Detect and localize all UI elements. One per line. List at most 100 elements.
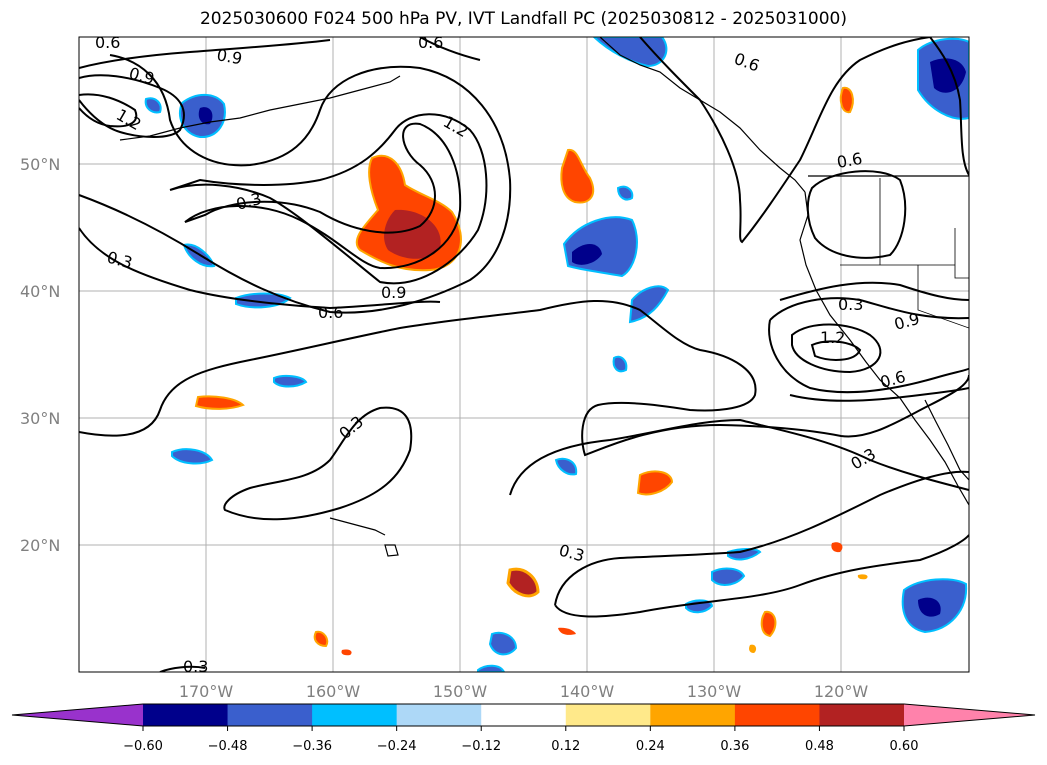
contour-0.6-ak: [639, 37, 931, 244]
negative-anomaly-region: [616, 185, 634, 201]
contour-label: 0.9: [381, 283, 406, 302]
alaska-coast: [599, 37, 806, 193]
negative-anomaly-core: [198, 107, 213, 125]
contour-0.3-bottom-left: [159, 665, 206, 672]
positive-anomaly-region: [857, 574, 868, 580]
negative-anomaly-region: [144, 97, 162, 114]
contour-0.3-southeast: [554, 470, 969, 618]
colorbar-tick-label: 0.36: [720, 739, 749, 754]
longitude-labels: 170°W 160°W 150°W 140°W 130°W 120°W: [179, 682, 869, 701]
contour-0.3-south: [509, 418, 969, 496]
colorbar-tick-label: −0.36: [292, 739, 332, 754]
contour-1.2-east: [791, 323, 882, 374]
map-frame: [78, 36, 970, 673]
contour-0.6-east: [779, 281, 969, 402]
negative-anomaly-region: [488, 631, 518, 656]
negative-anomaly-region: [612, 355, 628, 373]
positive-anomaly-region: [341, 649, 352, 656]
colorbar-segment: [312, 704, 398, 726]
colorbar-segment: [819, 704, 905, 726]
contour-0.3-ak-east: [929, 37, 969, 176]
lon-label: 130°W: [687, 682, 742, 701]
contour-0.3-main: [79, 299, 969, 457]
positive-anomaly-region: [506, 567, 540, 598]
positive-anomaly-region: [831, 542, 843, 553]
contour-0.9-east: [768, 297, 969, 394]
lon-label: 170°W: [179, 682, 234, 701]
positive-anomaly-region: [313, 630, 329, 648]
negative-anomaly-core: [572, 243, 602, 265]
contour-0.3-north: [79, 227, 441, 310]
hawaii: [329, 517, 386, 536]
shaded-anomalies: [144, 37, 969, 672]
contour-label: 0.6: [835, 149, 863, 172]
pv-contours: [79, 37, 969, 672]
contour-1.2-east-core: [810, 340, 862, 361]
latitude-labels: 50°N 40°N 30°N 20°N: [20, 155, 60, 555]
lat-label: 40°N: [20, 282, 60, 301]
positive-anomaly-region: [636, 470, 674, 496]
lon-label: 160°W: [306, 682, 361, 701]
contour-label: 0.9: [215, 45, 243, 68]
contour-label: 0.3: [838, 295, 863, 314]
contour-label: 0.3: [183, 657, 208, 676]
contour-label: 0.6: [318, 303, 343, 322]
positive-anomaly-core: [384, 209, 441, 259]
colorbar-segment: [734, 704, 820, 726]
baja-gulf-coast: [924, 399, 969, 481]
negative-anomaly-region: [628, 285, 670, 324]
colorbar-segment: [227, 704, 313, 726]
contour-0.6-big: [79, 54, 512, 314]
colorbar-segment: [396, 704, 482, 726]
colorbar-segment: [143, 704, 229, 726]
colorbar-extend-low: [12, 704, 143, 726]
contour-0.6-west-us: [806, 170, 907, 259]
colorbar: −0.60 −0.48 −0.36 −0.24 −0.12 0.12 0.24 0.36 0.4…: [11, 703, 1036, 754]
lon-label: 150°W: [433, 682, 488, 701]
lat-label: 50°N: [20, 155, 60, 174]
contour-0.9-top: [79, 37, 481, 69]
positive-anomaly-region: [560, 148, 595, 204]
contour-0.3-subtropical: [223, 406, 413, 521]
colorbar-tick-label: 0.12: [551, 739, 580, 754]
hawaii-big-island: [384, 544, 399, 557]
map-title: 2025030600 F024 500 hPa PV, IVT Landfall…: [199, 9, 847, 29]
positive-anomaly-region: [760, 610, 777, 638]
contour-label: 1.2: [820, 328, 845, 347]
colorbar-segment: [481, 704, 567, 726]
lat-label: 30°N: [20, 409, 60, 428]
negative-anomaly-core: [918, 597, 941, 617]
colorbar-tick-label: −0.60: [123, 739, 163, 754]
negative-anomaly-region: [477, 664, 506, 672]
colorbar-tick-label: −0.48: [208, 739, 248, 754]
lon-label: 140°W: [560, 682, 615, 701]
contour-label: 0.6: [418, 33, 443, 52]
colorbar-tick-label: 0.24: [636, 739, 665, 754]
positive-anomaly-region: [839, 86, 854, 114]
negative-anomaly-region: [711, 567, 746, 586]
colorbar-segment: [650, 704, 736, 726]
lat-label: 20°N: [20, 536, 60, 555]
state-borders: [840, 178, 969, 329]
positive-anomaly-region: [558, 627, 576, 635]
contour-1.2-northwest: [79, 93, 138, 128]
map-background: [79, 37, 969, 672]
positive-anomaly-region: [749, 644, 757, 653]
west-coast: [799, 191, 969, 506]
colorbar-tick-label: −0.12: [461, 739, 501, 754]
graticule: [79, 37, 969, 672]
aleutian-islands: [119, 75, 401, 141]
colorbar-tick-label: 0.48: [805, 739, 834, 754]
colorbar-segment: [565, 704, 651, 726]
negative-anomaly-region: [273, 374, 308, 388]
negative-anomaly-region: [171, 448, 214, 465]
negative-anomaly-region: [554, 457, 578, 476]
colorbar-extend-high: [904, 704, 1035, 726]
colorbar-tick-label: −0.24: [377, 739, 417, 754]
colorbar-tick-label: 0.60: [890, 739, 919, 754]
negative-anomaly-region: [592, 37, 668, 68]
lon-label: 120°W: [814, 682, 869, 701]
contour-label: 0.6: [95, 33, 120, 52]
contour-1.2-inner: [184, 122, 462, 270]
